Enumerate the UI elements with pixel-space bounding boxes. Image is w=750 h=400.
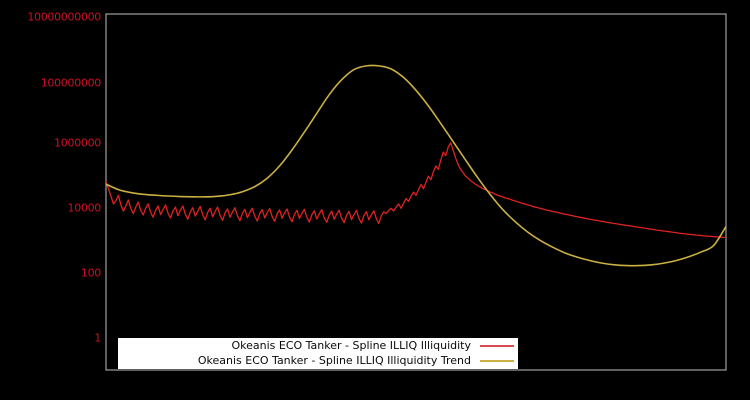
y-axis-tick-label: 1 <box>94 331 101 345</box>
legend-swatch-illiquidity-trend <box>480 359 514 362</box>
y-axis-tick-label: 1000000 <box>54 136 101 150</box>
chart-legend[interactable]: Okeanis ECO Tanker - Spline ILLIQ Illiqu… <box>118 338 518 369</box>
legend-entry-illiquidity[interactable]: Okeanis ECO Tanker - Spline ILLIQ Illiqu… <box>118 338 518 353</box>
series-layer <box>106 64 726 267</box>
series-line-illiquidity <box>106 142 726 239</box>
y-axis-tick-label: 100000000 <box>40 76 102 90</box>
series-line-illiquidity-trend <box>106 64 726 267</box>
y-axis-tick-label: 10000000000 <box>27 10 101 24</box>
legend-entry-illiquidity-trend[interactable]: Okeanis ECO Tanker - Spline ILLIQ Illiqu… <box>118 353 518 368</box>
legend-label-illiquidity: Okeanis ECO Tanker - Spline ILLIQ Illiqu… <box>231 338 471 352</box>
y-axis-tick-label: 100 <box>80 266 101 280</box>
y-axis-tick-label: 10000 <box>67 201 102 215</box>
plot-frame <box>105 13 727 371</box>
legend-swatch-illiquidity <box>480 344 514 347</box>
legend-label-illiquidity-trend: Okeanis ECO Tanker - Spline ILLIQ Illiqu… <box>197 353 471 367</box>
